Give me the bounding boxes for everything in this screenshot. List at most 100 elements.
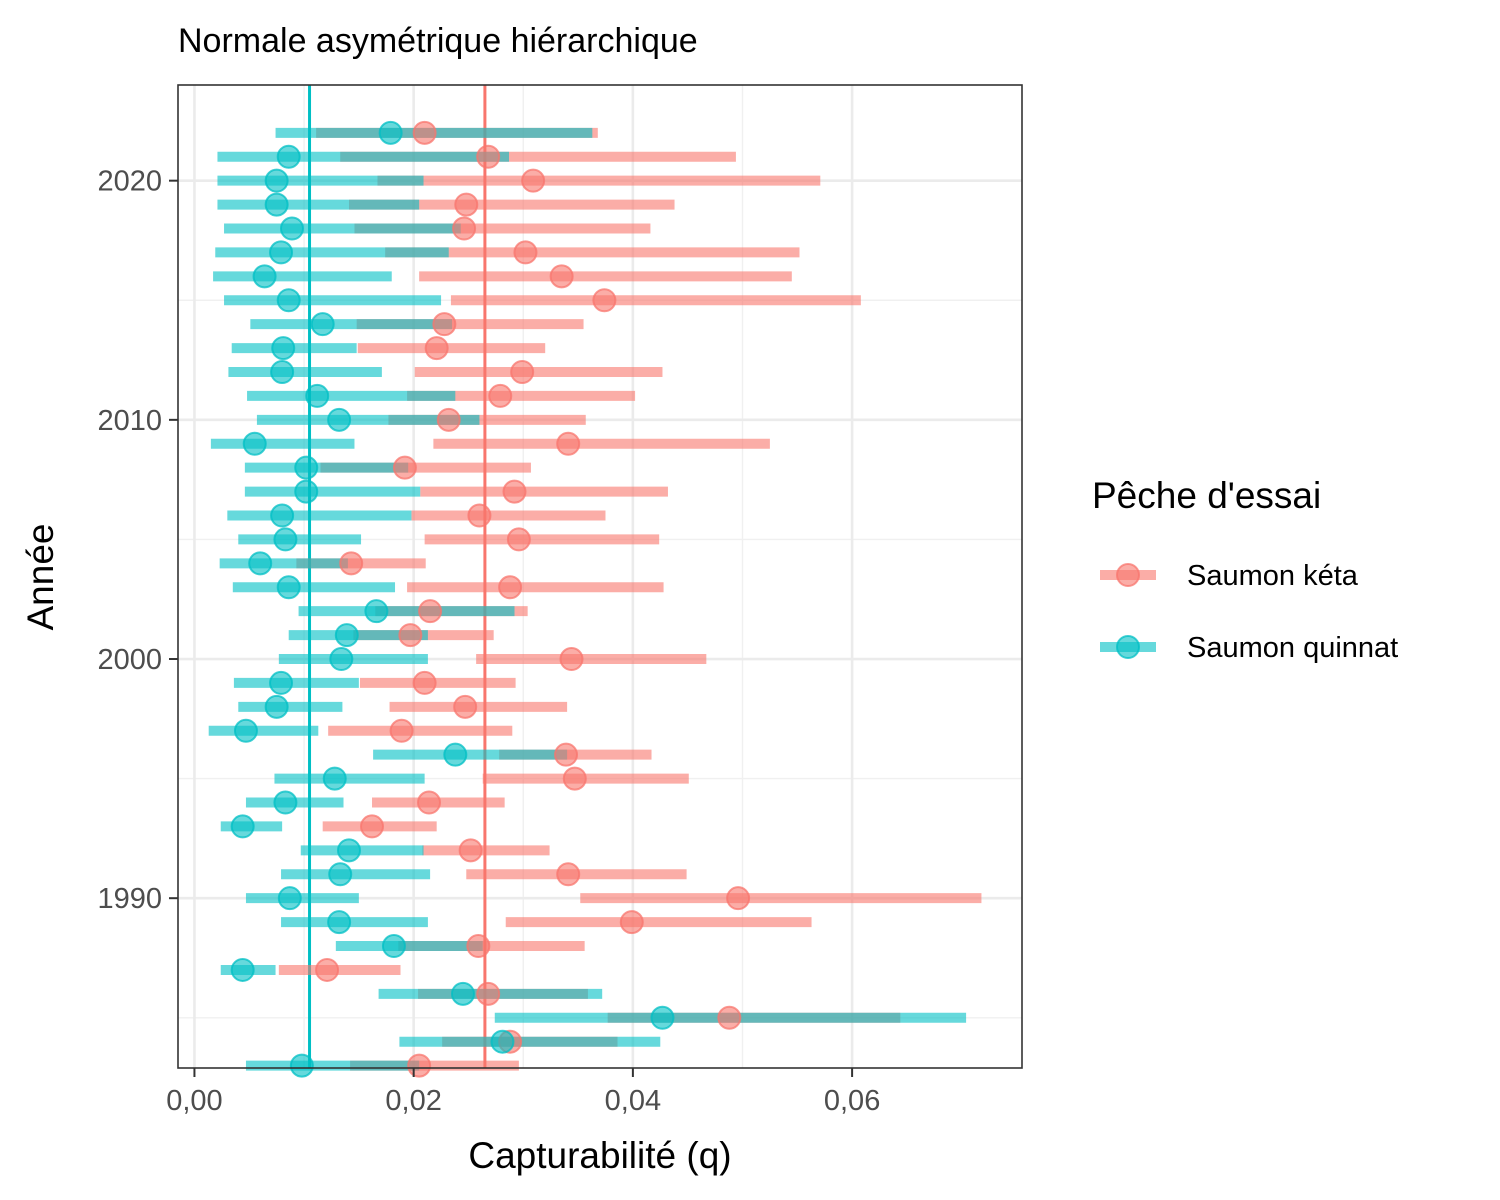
estimate-point bbox=[339, 551, 364, 576]
estimate-point bbox=[417, 790, 442, 815]
legend-item: Saumon quinnat bbox=[1100, 632, 1398, 664]
estimate-point bbox=[488, 383, 513, 408]
estimate-point bbox=[467, 503, 492, 528]
estimate-point bbox=[271, 336, 296, 361]
estimate-point bbox=[276, 288, 301, 313]
estimate-point bbox=[407, 1053, 432, 1078]
legend-item: Saumon kéta bbox=[1100, 560, 1359, 592]
estimate-point bbox=[327, 910, 352, 935]
estimate-point bbox=[476, 144, 501, 169]
estimate-point bbox=[443, 742, 468, 767]
estimate-point bbox=[562, 766, 587, 791]
estimate-point bbox=[619, 910, 644, 935]
estimate-point bbox=[279, 216, 304, 241]
estimate-point bbox=[289, 1053, 314, 1078]
estimate-point bbox=[392, 455, 417, 480]
estimate-point bbox=[273, 790, 298, 815]
estimate-point bbox=[424, 336, 449, 361]
estimate-point bbox=[334, 623, 359, 648]
estimate-point bbox=[294, 455, 319, 480]
y-tick-label: 2010 bbox=[97, 405, 162, 437]
estimate-point bbox=[556, 431, 581, 456]
estimate-point bbox=[252, 264, 277, 289]
estimate-point bbox=[315, 957, 340, 982]
estimate-point bbox=[432, 312, 457, 337]
estimate-point bbox=[322, 766, 347, 791]
estimate-point bbox=[498, 575, 523, 600]
estimate-point bbox=[650, 1005, 675, 1030]
legend: Pêche d'essai Saumon kéta Saumon quinnat bbox=[1092, 475, 1398, 664]
estimate-point bbox=[554, 742, 579, 767]
estimate-point bbox=[418, 599, 443, 624]
x-axis-label: Capturabilité (q) bbox=[468, 1135, 731, 1176]
estimate-point bbox=[549, 264, 574, 289]
x-axis: 0,00 0,02 0,04 0,06 bbox=[166, 1068, 880, 1117]
estimate-point bbox=[521, 168, 546, 193]
legend-key-point bbox=[1116, 563, 1140, 587]
estimate-point bbox=[364, 599, 389, 624]
estimate-point bbox=[264, 192, 289, 217]
x-tick-label: 0,04 bbox=[605, 1085, 661, 1117]
estimate-point bbox=[476, 981, 501, 1006]
estimate-point bbox=[398, 623, 423, 648]
estimate-point bbox=[450, 981, 475, 1006]
estimate-point bbox=[310, 312, 335, 337]
estimate-point bbox=[328, 862, 353, 887]
estimate-point bbox=[490, 1029, 515, 1054]
estimate-point bbox=[276, 144, 301, 169]
estimate-point bbox=[452, 216, 477, 241]
legend-key-point bbox=[1116, 635, 1140, 659]
estimate-point bbox=[454, 192, 479, 217]
estimate-point bbox=[592, 288, 617, 313]
estimate-point bbox=[230, 814, 255, 839]
estimate-point bbox=[242, 431, 267, 456]
estimate-point bbox=[453, 694, 478, 719]
estimate-point bbox=[305, 383, 330, 408]
estimate-point bbox=[336, 838, 361, 863]
plot-border bbox=[177, 84, 1023, 1069]
estimate-point bbox=[506, 527, 531, 552]
estimate-point bbox=[378, 120, 403, 145]
estimate-point bbox=[329, 647, 354, 672]
estimate-point bbox=[436, 407, 461, 432]
estimate-point bbox=[726, 886, 751, 911]
estimate-point bbox=[269, 670, 294, 695]
estimate-point bbox=[559, 647, 584, 672]
estimate-point bbox=[233, 718, 258, 743]
estimate-point bbox=[294, 479, 319, 504]
estimate-point bbox=[556, 862, 581, 887]
estimate-point bbox=[389, 718, 414, 743]
estimate-point bbox=[264, 168, 289, 193]
estimate-point bbox=[277, 886, 302, 911]
estimate-point bbox=[273, 527, 298, 552]
estimate-points bbox=[230, 120, 751, 1078]
estimate-point bbox=[269, 240, 294, 265]
estimate-point bbox=[466, 934, 491, 959]
estimate-point bbox=[264, 694, 289, 719]
estimate-point bbox=[502, 479, 527, 504]
x-tick-label: 0,00 bbox=[166, 1085, 222, 1117]
estimate-point bbox=[412, 120, 437, 145]
x-tick-label: 0,06 bbox=[824, 1085, 880, 1117]
estimate-point bbox=[360, 814, 385, 839]
estimate-point bbox=[270, 503, 295, 528]
estimate-point bbox=[458, 838, 483, 863]
chart-title: Normale asymétrique hiérarchique bbox=[178, 22, 698, 60]
estimate-point bbox=[230, 957, 255, 982]
estimate-point bbox=[276, 575, 301, 600]
y-axis-label: Année bbox=[20, 524, 61, 631]
x-tick-label: 0,02 bbox=[385, 1085, 441, 1117]
legend-title: Pêche d'essai bbox=[1092, 475, 1321, 516]
y-tick-label: 2020 bbox=[97, 166, 162, 198]
y-tick-label: 2000 bbox=[97, 644, 162, 676]
estimate-point bbox=[510, 360, 535, 385]
estimate-point bbox=[327, 407, 352, 432]
estimate-point bbox=[248, 551, 273, 576]
estimate-point bbox=[270, 360, 295, 385]
interval-bars bbox=[208, 127, 982, 1071]
legend-label: Saumon kéta bbox=[1187, 560, 1359, 592]
estimate-point bbox=[513, 240, 538, 265]
estimate-point bbox=[381, 934, 406, 959]
y-tick-label: 1990 bbox=[97, 883, 162, 915]
